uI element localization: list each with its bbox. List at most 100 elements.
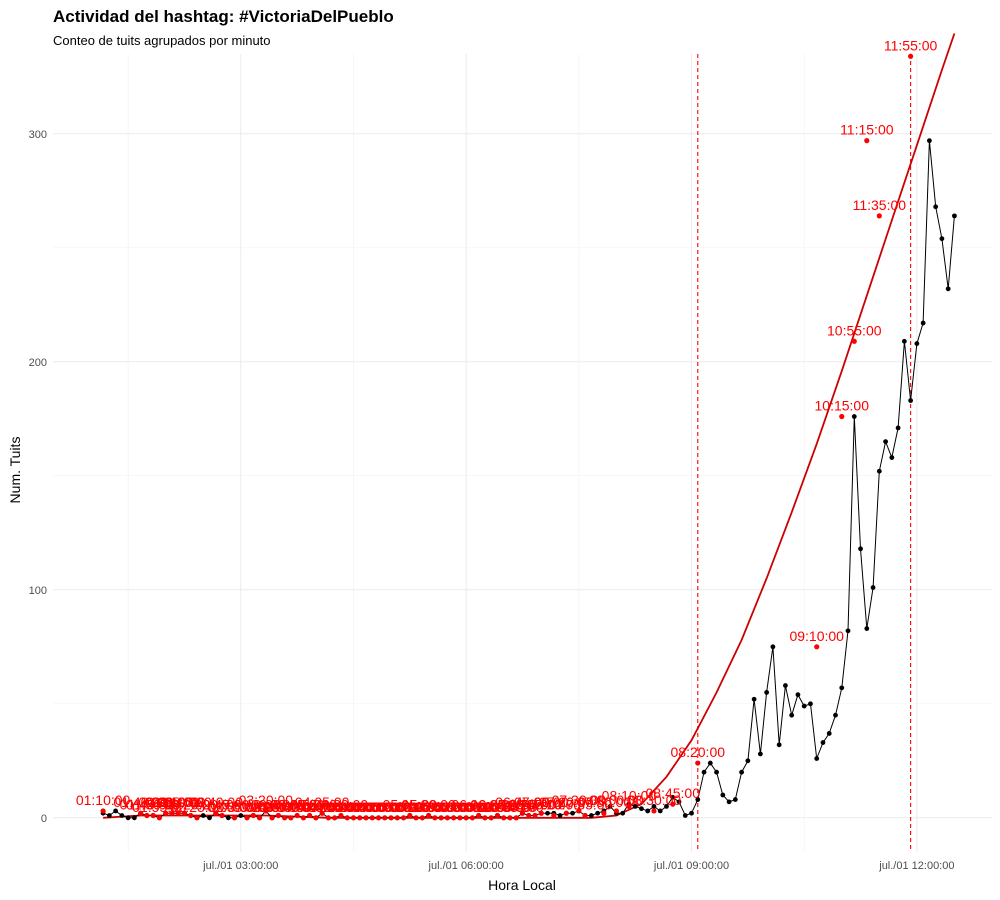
annotation-label: 02:45:00	[195, 797, 250, 813]
highlight-point	[695, 760, 701, 766]
annotation-label: 08:45:00	[645, 785, 700, 801]
annotation-label: 05:45:00	[420, 799, 475, 815]
annotation-label: 04:45:00	[345, 799, 400, 815]
data-point	[770, 644, 776, 650]
data-point	[833, 712, 838, 718]
data-point	[945, 286, 951, 292]
highlight-point	[582, 812, 588, 819]
highlight-point	[256, 815, 263, 821]
x-axis-ticks: jul./01 03:00:00 jul./01 06:00:00 jul./01 …	[202, 860, 954, 872]
highlight-point	[469, 815, 476, 821]
annotation-label: 04:55:00	[358, 799, 413, 815]
highlight-point	[457, 815, 463, 821]
highlight-point	[864, 138, 870, 144]
annotation-label: 07:30:00	[552, 792, 607, 808]
highlight-point	[244, 815, 250, 821]
annotation-label: 03:20:00	[239, 792, 294, 808]
data-point	[695, 797, 701, 802]
annotation-label: 08:30:00	[627, 792, 682, 808]
highlight-point	[463, 815, 469, 821]
data-point	[933, 204, 939, 210]
annotation-label: 06:40:00	[489, 799, 544, 815]
highlight-point	[363, 815, 369, 821]
highlight-point	[313, 815, 319, 821]
highlight-point	[519, 810, 526, 816]
trend-line	[103, 33, 956, 819]
x-tick-label: jul./01 06:00:00	[428, 860, 504, 872]
chart-subtitle: Conteo de tuits agrupados por minuto	[53, 33, 271, 48]
highlight-point	[451, 815, 457, 821]
data-point	[883, 439, 888, 444]
y-tick-label: 200	[29, 357, 47, 369]
annotation-label: 06:00:00	[439, 799, 494, 815]
highlight-point	[269, 815, 275, 821]
annotation-label: 04:30:00	[326, 799, 381, 815]
annotation-label: 09:10:00	[789, 628, 844, 644]
annotation-label: 03:35:00	[257, 799, 312, 815]
reference-lines	[697, 54, 912, 852]
data-point	[682, 813, 688, 818]
annotation-label: 08:10:00	[602, 787, 657, 803]
annotation-label: 05:35:00	[408, 799, 463, 815]
annotation-label: 06:30:00	[476, 799, 531, 815]
highlight-point	[476, 812, 482, 819]
highlight-point	[532, 812, 538, 819]
annotation-label: 03:45:00	[270, 797, 325, 813]
annotation-label: 03:50:00	[276, 799, 331, 815]
x-tick-label: jul./01 09:00:00	[653, 860, 729, 872]
annotation-label: 11:35:00	[853, 197, 907, 213]
annotation-label: 02:00:00	[138, 794, 193, 810]
highlight-point	[181, 810, 188, 816]
data-point	[851, 414, 857, 419]
data-point	[751, 696, 757, 702]
highlight-point	[501, 815, 507, 821]
annotation-label: 01:55:00	[132, 799, 187, 815]
data-point	[745, 758, 751, 764]
highlight-point	[300, 815, 306, 821]
highlight-point	[426, 812, 432, 819]
data-point	[714, 769, 719, 775]
annotation-label: 05:30:00	[401, 797, 456, 813]
highlight-point	[651, 808, 657, 814]
series-group	[102, 140, 955, 819]
highlight-point	[150, 812, 156, 819]
highlight-point	[138, 810, 144, 816]
data-point	[570, 810, 575, 816]
y-tick-label: 300	[29, 129, 47, 141]
x-tick-label: jul./01 12:00:00	[878, 860, 954, 872]
highlight-point	[876, 213, 882, 219]
highlight-point	[613, 808, 620, 814]
highlight-point	[670, 801, 676, 807]
data-point	[707, 760, 713, 766]
annotation-label: 01:40:00	[113, 794, 168, 810]
highlight-point	[908, 53, 914, 59]
data-point	[131, 815, 137, 821]
annotation-label: 03:30:00	[251, 797, 306, 813]
data-point	[814, 756, 820, 761]
data-point	[225, 815, 231, 821]
data-point	[701, 769, 707, 775]
highlight-point	[357, 815, 363, 821]
annotation-label: 07:20:00	[539, 794, 594, 810]
highlight-point	[407, 812, 413, 819]
series-line	[102, 140, 955, 819]
highlight-point	[369, 815, 375, 821]
grid	[53, 54, 992, 852]
annotation-label: 04:20:00	[314, 797, 369, 813]
data-point	[783, 683, 788, 688]
data-point	[632, 804, 638, 809]
highlight-point	[325, 815, 332, 821]
annotation-label: 05:00:00	[364, 799, 419, 815]
highlight-point	[332, 815, 338, 821]
data-point	[739, 769, 744, 775]
highlight-point	[814, 644, 820, 650]
data-point	[106, 813, 112, 818]
data-point	[920, 320, 926, 326]
annotation-label: 05:55:00	[433, 799, 488, 815]
highlight-point	[219, 812, 225, 819]
annotation-label: 03:40:00	[264, 799, 319, 815]
highlight-point	[350, 815, 357, 821]
data-point	[789, 712, 795, 718]
highlight-point	[144, 812, 150, 819]
